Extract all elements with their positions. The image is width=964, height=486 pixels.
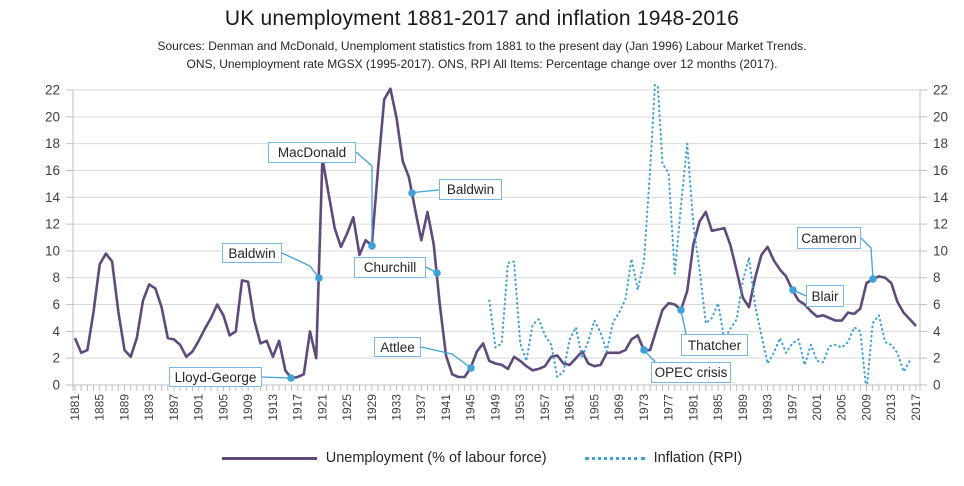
svg-text:2: 2 <box>52 351 60 366</box>
svg-text:1893: 1893 <box>142 394 156 421</box>
svg-text:1881: 1881 <box>68 394 82 421</box>
svg-text:8: 8 <box>52 270 60 285</box>
svg-text:1997: 1997 <box>785 394 799 421</box>
svg-text:1917: 1917 <box>291 394 305 421</box>
svg-text:1885: 1885 <box>93 394 107 421</box>
svg-text:1973: 1973 <box>637 394 651 421</box>
svg-text:2009: 2009 <box>859 394 873 421</box>
series <box>73 84 917 386</box>
svg-text:4: 4 <box>933 324 941 339</box>
svg-text:1921: 1921 <box>315 394 329 421</box>
svg-text:1965: 1965 <box>587 394 601 421</box>
unemployment-legend-label: Unemployment (% of labour force) <box>325 450 547 466</box>
annotation-line-attlee <box>420 346 472 369</box>
annotation-line-lloyd-george <box>260 376 292 379</box>
annotation-line-baldwin-1923 <box>281 252 320 279</box>
annotation-dot-macdonald <box>368 242 376 250</box>
annotation-dot-blair <box>789 286 797 294</box>
svg-text:1905: 1905 <box>216 394 230 421</box>
svg-text:1897: 1897 <box>167 394 181 421</box>
chart-source-line-1: Sources: Denman and McDonald, Unemplomen… <box>157 39 807 53</box>
chart-source-line-2: ONS, Unemployment rate MGSX (1995-2017).… <box>186 57 778 71</box>
svg-text:1981: 1981 <box>686 394 700 421</box>
svg-text:18: 18 <box>45 136 60 151</box>
annotation-dot-churchill <box>433 269 441 277</box>
svg-text:4: 4 <box>52 324 60 339</box>
svg-text:14: 14 <box>933 190 949 205</box>
inflation-legend-label: Inflation (RPI) <box>653 450 743 466</box>
axes <box>66 89 927 391</box>
svg-text:1969: 1969 <box>612 394 626 421</box>
inflation-line <box>488 84 911 386</box>
svg-text:18: 18 <box>933 136 948 151</box>
svg-text:2: 2 <box>933 351 941 366</box>
inflation-line-swatch <box>584 456 645 460</box>
svg-text:1989: 1989 <box>736 394 750 421</box>
svg-text:20: 20 <box>45 109 60 124</box>
svg-text:1925: 1925 <box>340 394 354 421</box>
svg-text:22: 22 <box>933 83 948 98</box>
annotation-dot-baldwin-1923 <box>315 274 323 282</box>
svg-text:0: 0 <box>52 378 60 393</box>
chart-title: UK unemployment 1881-2017 and inflation … <box>224 7 740 30</box>
svg-text:1929: 1929 <box>365 394 379 421</box>
svg-text:1889: 1889 <box>117 394 131 421</box>
svg-text:1957: 1957 <box>538 394 552 421</box>
svg-text:1949: 1949 <box>488 394 502 421</box>
annotation-dot-thatcher <box>677 306 685 314</box>
annotation-dot-baldwin-1935 <box>408 189 416 197</box>
annotation-line-thatcher <box>680 309 687 335</box>
svg-text:1945: 1945 <box>464 394 478 421</box>
legend: Unemployment (% of labour force) Inflati… <box>0 450 964 466</box>
gridlines <box>73 89 920 359</box>
svg-text:2013: 2013 <box>884 394 898 421</box>
svg-text:8: 8 <box>933 270 941 285</box>
annotation-dot-cameron <box>869 275 877 283</box>
annotation-dot-attlee <box>467 364 475 372</box>
annotation-dot-lloyd-george <box>287 374 295 382</box>
svg-text:1913: 1913 <box>266 394 280 421</box>
annotation-line-baldwin-1935 <box>411 189 440 194</box>
svg-text:2005: 2005 <box>835 394 849 421</box>
svg-text:1909: 1909 <box>241 394 255 421</box>
svg-text:22: 22 <box>45 83 60 98</box>
svg-text:20: 20 <box>933 109 948 124</box>
unemployment-line <box>73 87 917 380</box>
annotation-connectors <box>260 151 877 382</box>
svg-text:12: 12 <box>45 217 60 232</box>
svg-text:1961: 1961 <box>563 394 577 421</box>
svg-text:10: 10 <box>45 243 60 258</box>
svg-text:1933: 1933 <box>390 394 404 421</box>
svg-text:2017: 2017 <box>909 394 923 421</box>
svg-text:1977: 1977 <box>662 394 676 421</box>
svg-text:16: 16 <box>45 163 60 178</box>
svg-text:1953: 1953 <box>513 394 527 421</box>
annotation-dot-opec-crisis <box>640 346 648 354</box>
svg-text:16: 16 <box>933 163 948 178</box>
svg-text:14: 14 <box>45 190 61 205</box>
svg-text:1901: 1901 <box>192 394 206 421</box>
svg-text:10: 10 <box>933 243 948 258</box>
annotation-line-macdonald <box>355 151 373 246</box>
svg-text:1985: 1985 <box>711 394 725 421</box>
svg-text:1941: 1941 <box>439 394 453 421</box>
svg-text:6: 6 <box>52 297 60 312</box>
annotation-line-cameron <box>860 237 874 280</box>
svg-text:1937: 1937 <box>414 394 428 421</box>
x-axis-labels: 1881 1885 1889 1893 1897 1901 1905 1909 1913 1917… <box>68 394 923 421</box>
svg-text:1993: 1993 <box>761 394 775 421</box>
svg-text:12: 12 <box>933 217 948 232</box>
unemployment-line-swatch <box>221 456 317 460</box>
svg-text:0: 0 <box>933 378 941 393</box>
svg-text:6: 6 <box>933 297 941 312</box>
svg-text:2001: 2001 <box>810 394 824 421</box>
